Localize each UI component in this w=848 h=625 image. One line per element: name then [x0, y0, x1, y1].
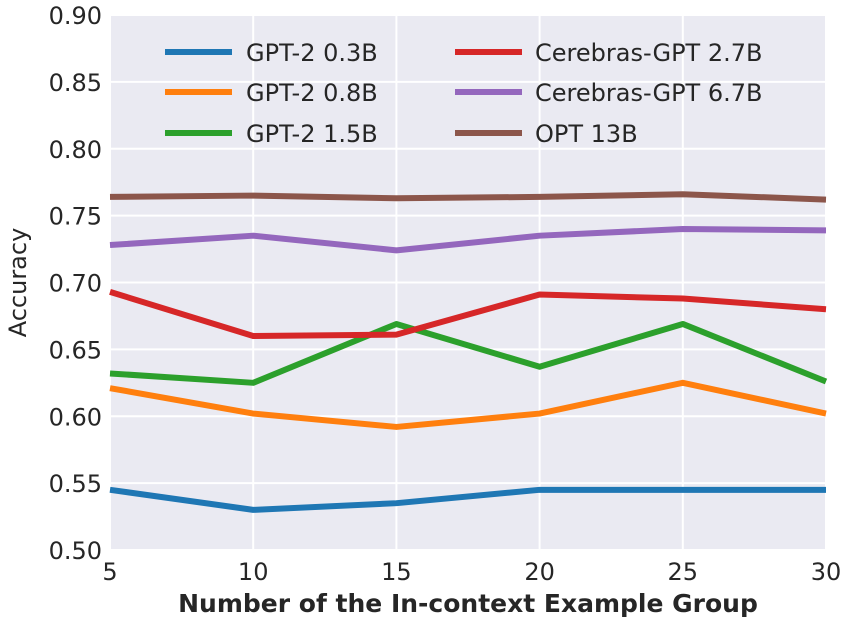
- y-tick-label: 0.55: [49, 470, 102, 498]
- series-line: [109, 379, 827, 430]
- legend: GPT-2 0.3B GPT-2 0.8B GPT-2 1.5B Cerebras-G…: [165, 39, 762, 148]
- y-axis-label: Accuracy: [4, 228, 32, 338]
- series-line: [109, 191, 827, 203]
- y-tick-label: 0.75: [49, 203, 102, 231]
- x-tick-label: 25: [668, 558, 699, 586]
- series-lines: [109, 191, 828, 513]
- y-tick-label: 0.60: [49, 403, 102, 431]
- legend-entry: OPT 13B: [535, 120, 638, 148]
- x-tick-label: 20: [524, 558, 555, 586]
- x-tick-label: 5: [102, 558, 117, 586]
- legend-entry: GPT-2 1.5B: [246, 120, 378, 148]
- y-tick-label: 0.80: [49, 136, 102, 164]
- tick-labels: 5 10 15 20 25 30 0.50 0.55 0.60 0.65 0.70 0.75 0.80 0…: [49, 2, 842, 586]
- legend-entry: GPT-2 0.3B: [246, 39, 378, 67]
- series-line: [109, 486, 826, 513]
- grid: [109, 14, 827, 551]
- y-tick-label: 0.70: [49, 270, 102, 298]
- x-tick-label: 15: [381, 558, 412, 586]
- y-tick-label: 0.50: [49, 537, 102, 565]
- legend-entry: Cerebras-GPT 6.7B: [535, 79, 762, 107]
- x-tick-label: 10: [238, 558, 269, 586]
- series-line: [109, 320, 828, 386]
- y-tick-label: 0.65: [49, 336, 102, 364]
- legend-entry: GPT-2 0.8B: [246, 79, 378, 107]
- series-line: [109, 226, 827, 254]
- series-line: [109, 288, 827, 339]
- y-tick-label: 0.90: [49, 2, 102, 30]
- x-tick-label: 30: [811, 558, 842, 586]
- legend-entry: Cerebras-GPT 2.7B: [535, 39, 762, 67]
- y-tick-label: 0.85: [49, 69, 102, 97]
- x-axis-label: Number of the In-context Example Group: [178, 589, 758, 618]
